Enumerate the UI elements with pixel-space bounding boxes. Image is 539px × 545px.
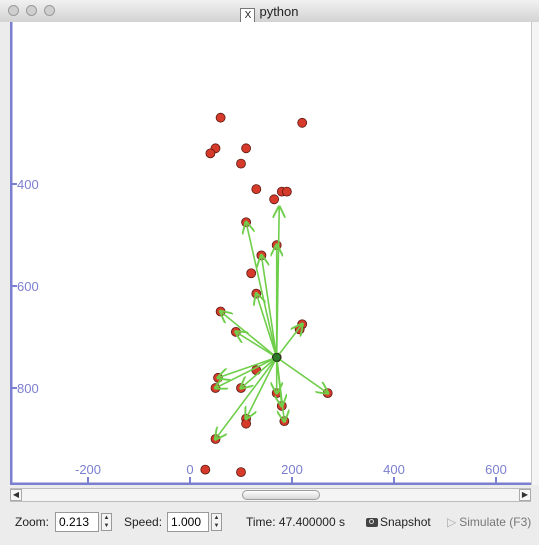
vertical-scrollbar[interactable]	[531, 22, 539, 485]
particle	[241, 418, 252, 429]
simulate-button[interactable]: ▷ Simulate (F3)	[447, 512, 531, 532]
play-icon: ▷	[447, 515, 457, 529]
x-tick-label: -200	[75, 462, 101, 477]
scroll-left-arrow-icon[interactable]: ◀	[10, 489, 22, 501]
y-tick-label: 800	[17, 381, 39, 396]
snapshot-label: Snapshot	[380, 515, 431, 529]
force-arrow	[276, 356, 328, 393]
particle	[251, 184, 262, 195]
simulation-view: 400 600 800 1000 -200 0 200 400 600	[10, 22, 531, 485]
force-arrow	[277, 207, 280, 358]
force-arrow	[246, 222, 278, 358]
x-tick-label: 200	[281, 462, 303, 477]
force-arrow	[246, 357, 278, 418]
zoom-spinbox[interactable]: ▲▼	[55, 512, 113, 532]
zoom-input[interactable]	[55, 512, 99, 532]
zoom-label: Zoom:	[15, 515, 50, 529]
x-tick-label: 400	[383, 462, 405, 477]
x-tick-label: 600	[485, 462, 507, 477]
zoom-stepper-icon[interactable]: ▲ ▼	[101, 513, 112, 531]
snapshot-button[interactable]: Snapshot	[366, 512, 431, 532]
close-window-button[interactable]	[8, 5, 19, 16]
force-arrow	[261, 255, 278, 358]
particle	[241, 143, 252, 154]
horizontal-scrollbar[interactable]: ◀ ▶	[10, 488, 531, 502]
minimize-window-button[interactable]	[26, 5, 37, 16]
particle	[200, 464, 211, 475]
speed-stepper-icon[interactable]: ▲ ▼	[211, 513, 222, 531]
x-tick-label: 0	[186, 462, 193, 477]
particle	[236, 467, 246, 478]
time-readout: Time: 47.400000 s	[246, 515, 345, 529]
speed-input[interactable]	[167, 512, 209, 532]
force-arrow	[275, 357, 285, 421]
force-arrow	[236, 332, 278, 359]
particle	[215, 112, 226, 123]
y-tick-label: 600	[17, 279, 39, 294]
horizontal-scroll-thumb[interactable]	[242, 490, 320, 500]
force-arrow	[241, 356, 278, 388]
force-arrow	[276, 324, 303, 358]
speed-label: Speed:	[124, 515, 163, 529]
force-arrow	[256, 294, 278, 358]
particle	[246, 268, 257, 279]
center-particle	[272, 352, 282, 362]
force-arrow	[216, 356, 278, 388]
y-tick-label: 1000	[17, 483, 46, 485]
x11-icon: X	[240, 8, 256, 23]
force-arrow	[216, 356, 278, 439]
force-arrow	[218, 356, 277, 377]
window-left-frame	[0, 22, 10, 485]
simulate-label: Simulate (F3)	[459, 515, 532, 529]
particle	[269, 194, 280, 205]
simulation-canvas[interactable]: 400 600 800 1000 -200 0 200 400 600	[10, 22, 531, 485]
particle	[251, 288, 262, 299]
zoom-window-button[interactable]	[44, 5, 55, 16]
camera-icon	[366, 518, 378, 527]
control-bar: Zoom: ▲▼ Speed: ▲▼ Time: 47.400000 s Sna…	[0, 506, 539, 542]
particle	[297, 117, 308, 128]
particle	[281, 186, 292, 197]
speed-spinbox[interactable]: ▲▼	[167, 512, 223, 532]
particle	[205, 148, 216, 159]
scroll-right-arrow-icon[interactable]: ▶	[519, 489, 531, 501]
particle	[236, 158, 246, 169]
window-title-text: python	[259, 4, 299, 19]
y-tick-label: 400	[17, 177, 39, 192]
